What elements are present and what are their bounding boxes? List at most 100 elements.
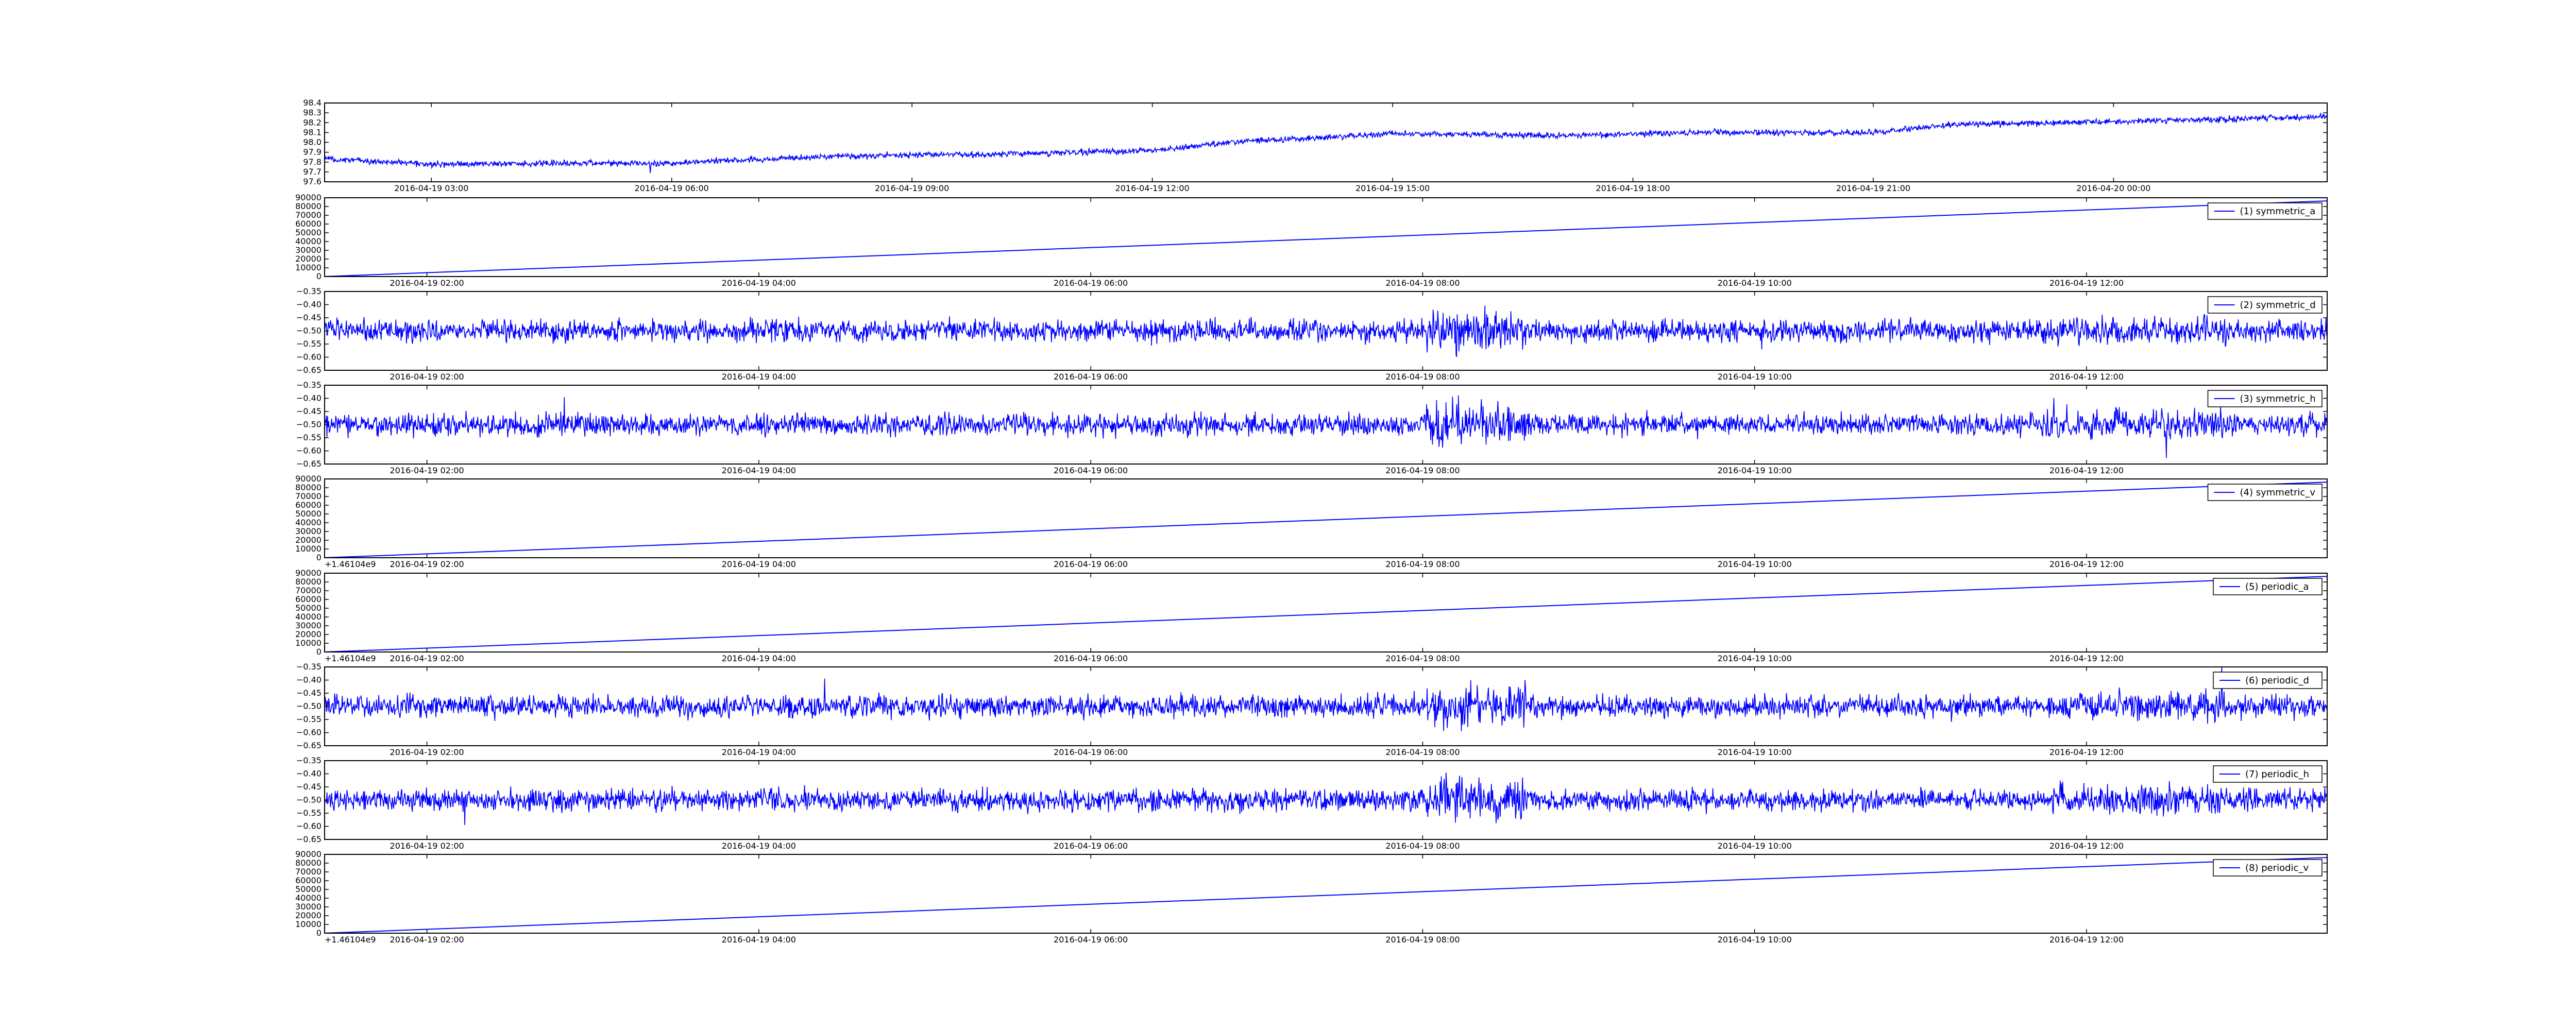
y-tick-label: 97.7 (303, 167, 321, 177)
y-tick-label: 98.4 (303, 98, 321, 108)
y-tick-label: 40000 (295, 893, 321, 903)
y-tick-label: 70000 (295, 210, 321, 220)
y-tick-label: 0 (316, 271, 321, 281)
series-line-1 (325, 772, 2327, 826)
series-line-1 (325, 395, 2327, 458)
y-tick-label: −0.45 (296, 406, 321, 416)
y-tick-label: 80000 (295, 858, 321, 868)
x-offset-label: +1.46104e9 (325, 559, 376, 569)
x-tick-label: 2016-04-19 08:00 (1385, 935, 1460, 945)
legend-label: (4) symmetric_v (2240, 487, 2316, 498)
y-tick-label: 90000 (295, 849, 321, 859)
series-line-1 (325, 200, 2327, 277)
x-tick-label: 2016-04-19 06:00 (1054, 278, 1128, 288)
x-tick-label: 2016-04-19 04:00 (722, 466, 796, 475)
y-tick-label: −0.65 (296, 459, 321, 469)
x-tick-label: 2016-04-19 21:00 (1836, 183, 1910, 193)
y-tick-label: −0.45 (296, 313, 321, 322)
x-tick-label: 2016-04-19 02:00 (390, 466, 464, 475)
x-tick-label: 2016-04-19 03:00 (394, 183, 468, 193)
y-tick-label: 10000 (295, 544, 321, 554)
x-offset-label: +1.46104e9 (325, 935, 376, 945)
x-tick-label: 2016-04-19 04:00 (722, 278, 796, 288)
y-tick-label: 30000 (295, 621, 321, 630)
x-tick-label: 2016-04-19 12:00 (1115, 183, 1190, 193)
y-tick-label: 80000 (295, 201, 321, 211)
y-tick-label: 0 (316, 647, 321, 657)
y-tick-label: −0.65 (296, 365, 321, 375)
series-line-1 (325, 576, 2327, 652)
x-tick-label: 2016-04-19 04:00 (722, 654, 796, 663)
y-tick-label: −0.40 (296, 300, 321, 310)
x-tick-label: 2016-04-19 06:00 (1054, 372, 1128, 382)
x-tick-label: 2016-04-19 15:00 (1355, 183, 1430, 193)
y-tick-label: 97.9 (303, 147, 321, 157)
y-tick-label: 70000 (295, 586, 321, 595)
y-tick-label: 30000 (295, 526, 321, 536)
y-tick-label: −0.60 (296, 821, 321, 831)
y-tick-label: −0.60 (296, 352, 321, 362)
x-tick-label: 2016-04-19 10:00 (1718, 466, 1792, 475)
y-tick-label: −0.40 (296, 393, 321, 403)
x-tick-label: 2016-04-19 18:00 (1596, 183, 1670, 193)
x-tick-label: 2016-04-19 02:00 (390, 841, 464, 851)
legend-box (2207, 484, 2323, 501)
x-tick-label: 2016-04-19 02:00 (390, 654, 464, 663)
chart-panel-4: −0.65 −0.60 −0.55 −0.50 −0.45 −0.40 −0.35 2016-… (296, 380, 2328, 475)
y-tick-label: 50000 (295, 509, 321, 519)
y-tick-label: −0.55 (296, 433, 321, 442)
x-tick-label: 2016-04-19 06:00 (635, 183, 709, 193)
y-tick-label: −0.65 (296, 741, 321, 750)
x-tick-label: 2016-04-19 02:00 (390, 372, 464, 382)
y-tick-label: −0.50 (296, 420, 321, 430)
y-tick-label: 30000 (295, 902, 321, 912)
y-tick-label: 30000 (295, 245, 321, 255)
x-tick-label: 2016-04-19 08:00 (1385, 747, 1460, 757)
x-tick-label: 2016-04-19 10:00 (1718, 278, 1792, 288)
plot-frame (324, 197, 2328, 277)
y-tick-label: −0.55 (296, 808, 321, 818)
y-tick-label: −0.45 (296, 782, 321, 792)
chart-panel-7: −0.65 −0.60 −0.55 −0.50 −0.45 −0.40 −0.35 2016-… (296, 662, 2328, 757)
x-tick-label: 2016-04-19 12:00 (2049, 466, 2124, 475)
x-tick-label: 2016-04-19 10:00 (1718, 841, 1792, 851)
x-tick-label: 2016-04-19 12:00 (2049, 278, 2124, 288)
y-tick-label: 0 (316, 553, 321, 562)
x-tick-label: 2016-04-19 02:00 (390, 747, 464, 757)
legend-label: (7) periodic_h (2245, 769, 2309, 780)
legend-label: (8) periodic_v (2245, 863, 2309, 873)
y-tick-label: −0.45 (296, 688, 321, 698)
x-tick-label: 2016-04-19 12:00 (2049, 935, 2124, 945)
series-line-1 (325, 112, 2327, 173)
y-tick-label: 50000 (295, 228, 321, 237)
legend-label: (6) periodic_d (2245, 675, 2309, 686)
x-tick-label: 2016-04-19 08:00 (1385, 841, 1460, 851)
x-tick-label: 2016-04-19 08:00 (1385, 278, 1460, 288)
x-tick-label: 2016-04-19 12:00 (2049, 841, 2124, 851)
x-tick-label: 2016-04-19 08:00 (1385, 654, 1460, 663)
chart-panel-8: −0.65 −0.60 −0.55 −0.50 −0.45 −0.40 −0.35 2016-… (296, 756, 2328, 851)
x-tick-label: 2016-04-19 04:00 (722, 559, 796, 569)
y-tick-label: −0.55 (296, 339, 321, 349)
x-tick-label: 2016-04-19 08:00 (1385, 372, 1460, 382)
y-tick-label: −0.60 (296, 728, 321, 737)
x-tick-label: 2016-04-19 08:00 (1385, 466, 1460, 475)
legend-label: (1) symmetric_a (2240, 206, 2316, 217)
x-tick-label: 2016-04-19 08:00 (1385, 559, 1460, 569)
x-tick-label: 2016-04-19 04:00 (722, 935, 796, 945)
y-tick-label: 80000 (295, 577, 321, 587)
y-tick-label: −0.65 (296, 834, 321, 844)
x-tick-label: 2016-04-19 12:00 (2049, 372, 2124, 382)
x-tick-label: 2016-04-19 02:00 (390, 559, 464, 569)
x-offset-label: +1.46104e9 (325, 654, 376, 663)
chart-panel-2: 0100002000030000400005000060000700008000… (295, 193, 2328, 288)
y-tick-label: 20000 (295, 254, 321, 264)
y-tick-label: −0.35 (296, 662, 321, 672)
chart-panel-1: 97.697.797.897.998.098.198.298.398.4 2016… (303, 98, 2328, 193)
y-tick-label: −0.35 (296, 380, 321, 390)
y-tick-label: −0.50 (296, 701, 321, 711)
y-tick-label: −0.40 (296, 769, 321, 779)
chart-panel-3: −0.65 −0.60 −0.55 −0.50 −0.45 −0.40 −0.35 2016-… (296, 286, 2328, 382)
y-tick-label: −0.35 (296, 756, 321, 765)
x-tick-label: 2016-04-19 04:00 (722, 372, 796, 382)
